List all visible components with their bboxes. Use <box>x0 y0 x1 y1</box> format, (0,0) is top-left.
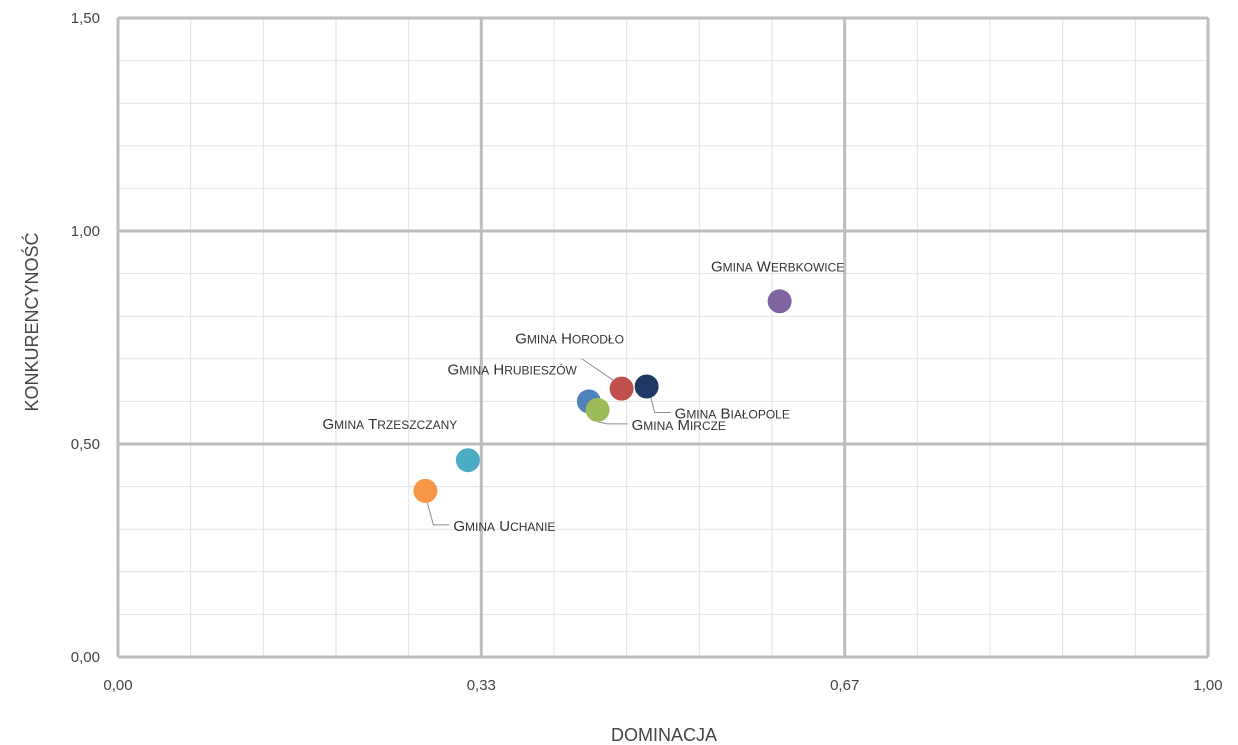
major-gridlines <box>116 16 1210 659</box>
y-axis-title: KONKURENCYNOŚĆ <box>21 232 42 411</box>
point-label: GMINA WERBKOWICE <box>711 258 844 275</box>
y-tick-label: 0,00 <box>71 649 100 666</box>
minor-gridlines <box>118 18 1208 657</box>
label-leader-line <box>597 421 628 425</box>
x-tick-label: 0,67 <box>830 677 859 694</box>
point-label: GMINA HORODŁO <box>515 331 624 348</box>
point-label: GMINA UCHANIE <box>453 518 555 535</box>
tick-labels: 0,00 0,33 0,67 1,00 0,00 0,50 1,00 1,50 <box>71 10 1223 694</box>
label-leader-line <box>650 396 671 413</box>
x-tick-label: 1,00 <box>1193 677 1222 694</box>
y-tick-label: 1,50 <box>71 10 100 27</box>
label-leader-line <box>426 502 450 526</box>
label-leader-lines <box>426 358 671 526</box>
data-point <box>634 374 659 399</box>
y-tick-label: 1,00 <box>71 223 100 240</box>
data-point <box>609 376 634 401</box>
data-point <box>455 448 480 473</box>
point-label: GMINA TRZESZCZANY <box>323 416 458 433</box>
data-point <box>585 397 610 422</box>
point-label: GMINA MIRCZE <box>632 417 726 434</box>
x-tick-label: 0,33 <box>467 677 496 694</box>
x-tick-label: 0,00 <box>103 677 132 694</box>
data-point <box>413 478 438 503</box>
point-label: GMINA HRUBIESZÓW <box>448 361 578 378</box>
data-points <box>413 289 792 503</box>
data-point <box>767 289 792 314</box>
x-axis-title: DOMINACJA <box>611 725 717 745</box>
point-label: GMINA BIAŁOPOLE <box>675 405 790 422</box>
y-tick-label: 0,50 <box>71 436 100 453</box>
point-labels: GMINA WERBKOWICE GMINA HORODŁO GMINA BIAŁO… <box>323 258 845 535</box>
